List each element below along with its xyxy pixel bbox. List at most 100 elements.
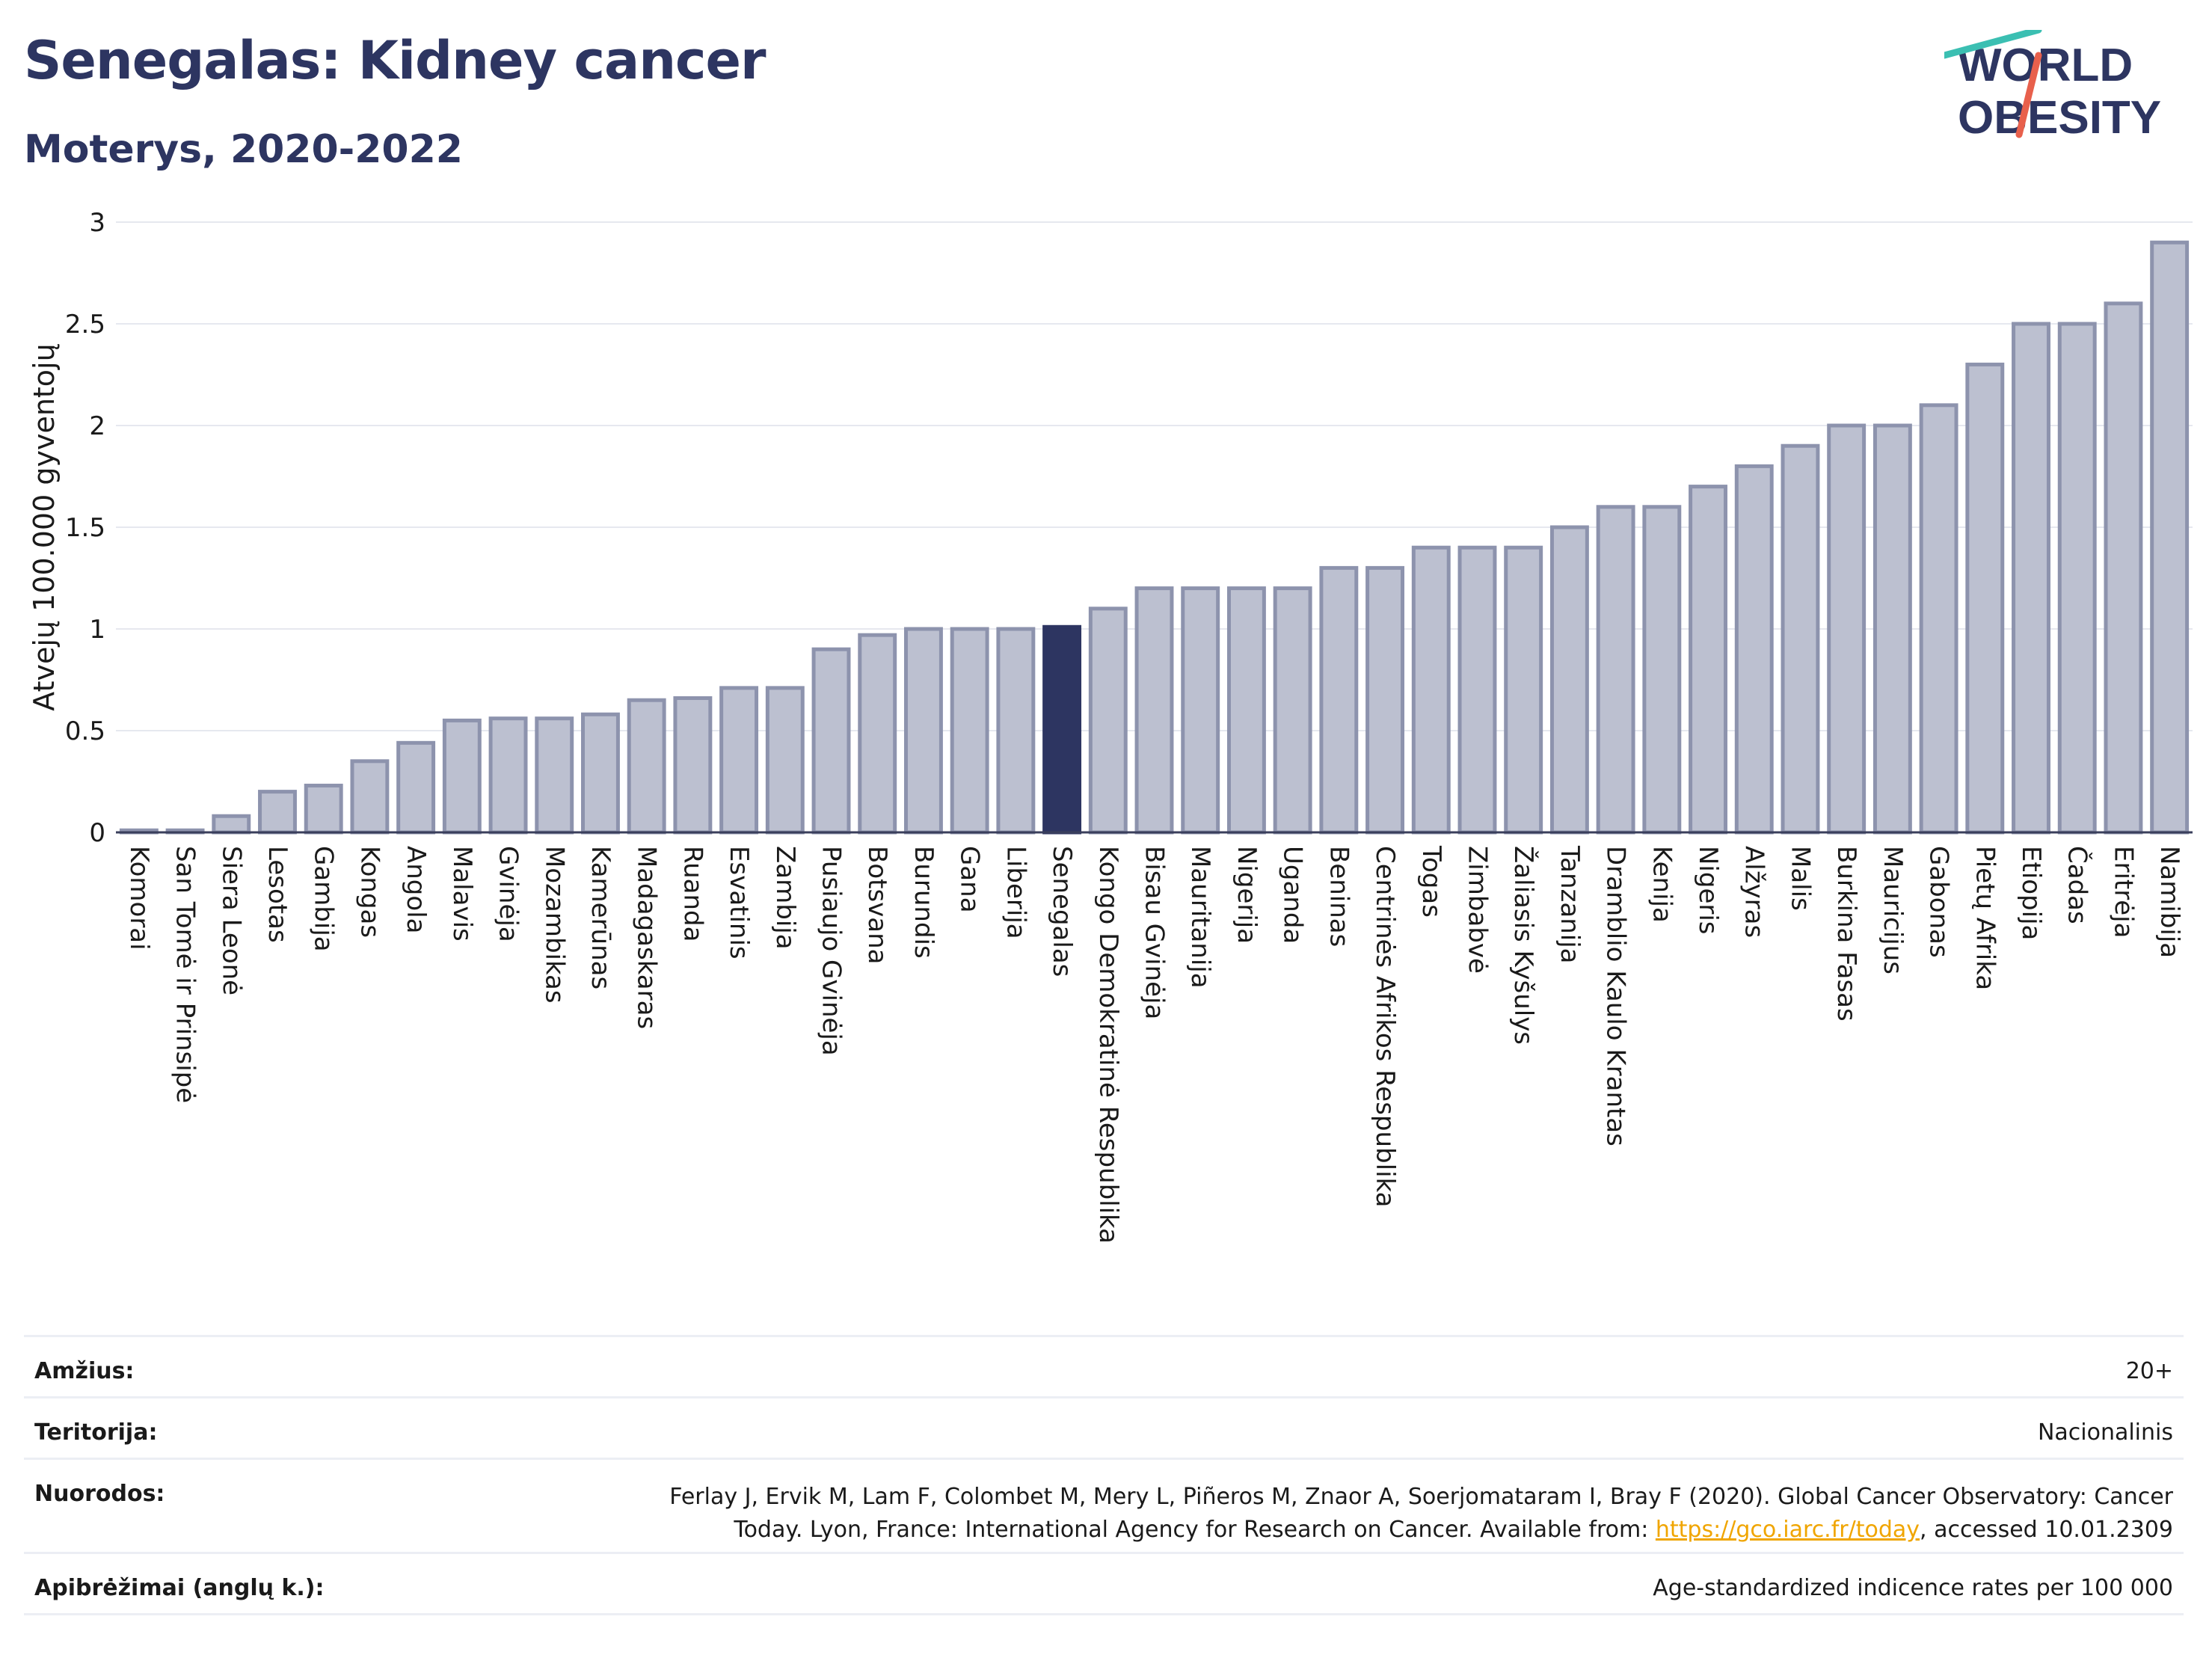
y-axis-label: Atvejų 100.000 gyventojų [28, 343, 61, 710]
bar [1181, 586, 1220, 835]
x-tick-label: Malis [1785, 846, 1815, 911]
x-tick-label: Eritrėja [2108, 846, 2138, 938]
bar [581, 712, 620, 835]
bar [488, 716, 528, 835]
y-tick-label: 2 [89, 411, 105, 441]
references-line2-post: , accessed 10.01.2309 [1920, 1517, 2173, 1543]
x-tick-label: Liberija [1001, 846, 1030, 939]
chart-subtitle: Moterys, 2020-2022 [24, 127, 463, 172]
bar [673, 696, 713, 835]
x-tick-label: Dramblio Kaulo Krantas [1601, 846, 1631, 1146]
references-label: Nuorodos: [34, 1481, 165, 1507]
bar [950, 627, 989, 835]
y-tick-label: 2.5 [65, 310, 105, 340]
y-tick-label: 1 [89, 615, 105, 645]
bar [1549, 525, 1589, 835]
x-tick-label: Lesotas [262, 846, 292, 943]
x-tick-label: Zambija [770, 846, 800, 950]
bar [811, 647, 851, 835]
bar [2150, 240, 2190, 835]
x-tick-label: Botsvana [862, 846, 892, 965]
meta-bottom-rule [24, 1613, 2184, 1615]
references-line1: Ferlay J, Ervik M, Lam F, Colombet M, Me… [669, 1484, 2173, 1510]
x-tick-label: Senegalas [1047, 846, 1077, 977]
x-tick-label: Gambija [309, 846, 339, 952]
x-tick-label: Togas [1416, 845, 1446, 918]
bar [1872, 423, 1912, 835]
x-tick-label: Čadas [2062, 846, 2093, 924]
bar [1042, 624, 1082, 835]
age-label: Amžius: [34, 1358, 135, 1384]
x-tick-label: Malavis [447, 846, 477, 942]
x-tick-label: Gabonas [1924, 846, 1954, 958]
x-tick-label: Madagaskaras [632, 846, 662, 1029]
logo-slash-teal [1944, 30, 2042, 59]
bar [2104, 301, 2143, 835]
references-value: Ferlay J, Ervik M, Lam F, Colombet M, Me… [669, 1481, 2173, 1547]
age-value: 20+ [2125, 1358, 2173, 1384]
y-tick-label: 3 [89, 208, 105, 238]
bar [1734, 464, 1774, 835]
meta-row-territory: Teritorija: Nacionalinis [24, 1396, 2184, 1460]
bar [1642, 505, 1682, 835]
bar [1596, 505, 1635, 835]
x-tick-label: Tanzanija [1555, 845, 1585, 963]
y-tick-label: 0 [89, 818, 105, 848]
x-tick-label: Ruanda [678, 846, 707, 942]
world-obesity-logo: WORLD OBESITY [1944, 30, 2161, 144]
bar [1504, 545, 1543, 835]
references-line2-pre: Today. Lyon, France: International Agenc… [734, 1517, 1656, 1543]
logo-line1: WORLD [1958, 40, 2133, 91]
bar [304, 783, 343, 835]
x-tick-label: Esvatinis [724, 846, 754, 959]
bar [719, 686, 759, 835]
logo-slash-red [2015, 52, 2042, 138]
bar [1134, 586, 1174, 835]
bar [1965, 362, 2005, 835]
bar [903, 627, 943, 835]
meta-row-age: Amžius: 20+ [24, 1335, 2184, 1398]
bar [258, 790, 297, 835]
bar [627, 698, 666, 835]
x-tick-label: Centrinės Afrikos Respublika [1370, 846, 1400, 1207]
x-tick-label: Gana [955, 846, 985, 913]
x-tick-label: Burkina Fasas [1831, 846, 1861, 1022]
x-tick-label: Kongas [354, 846, 384, 938]
bar [1226, 586, 1266, 835]
x-tick-label: Namibija [2154, 846, 2184, 958]
chart-title: Senegalas: Kidney cancer [24, 30, 766, 91]
bar [442, 718, 482, 835]
x-tick-label: Kenija [1647, 846, 1677, 923]
x-tick-label: Alžyras [1739, 846, 1769, 938]
x-tick-label: Burundis [909, 846, 938, 959]
x-tick-label: San Tomė ir Prinsipė [170, 846, 200, 1103]
bar [212, 814, 251, 835]
x-tick-label: Pusiaujo Gvinėja [817, 846, 847, 1056]
bar [1273, 586, 1312, 835]
bar [1365, 565, 1405, 835]
meta-row-definitions: Apibrėžimai (anglų k.): Age-standardized… [24, 1552, 2184, 1615]
x-tick-label: Uganda [1278, 846, 1308, 944]
references-line2: Today. Lyon, France: International Agenc… [669, 1514, 2173, 1547]
bar [535, 716, 574, 835]
x-tick-label: Kamerūnas [586, 846, 615, 989]
x-tick-label: Mauricijus [1878, 846, 1908, 974]
bar [1781, 443, 1820, 835]
bar [2057, 322, 2097, 835]
x-tick-label: Komorai [124, 846, 154, 951]
x-tick-label: Kongo Demokratinė Respublika [1093, 846, 1123, 1244]
definitions-label: Apibrėžimai (anglų k.): [34, 1575, 325, 1601]
x-tick-label: Pietų Afrika [1970, 846, 2000, 990]
bar [1457, 545, 1497, 835]
bar [765, 686, 805, 835]
territory-label: Teritorija: [34, 1419, 158, 1446]
x-tick-label: Nigeris [1693, 846, 1723, 935]
references-link[interactable]: https://gco.iarc.fr/today [1655, 1517, 1920, 1543]
meta-row-references: Nuorodos: Ferlay J, Ervik M, Lam F, Colo… [24, 1458, 2184, 1554]
bar [1827, 423, 1867, 835]
territory-value: Nacionalinis [2037, 1419, 2173, 1446]
x-tick-label: Bisau Gvinėja [1140, 846, 1170, 1019]
bar-chart: 0 0.5 1 1.5 2 2.5 3 Atvejų 100.000 gyventojų Kom… [28, 208, 2193, 1244]
x-tick-label: Mauritanija [1185, 846, 1215, 989]
x-tick-label: Siera Leonė [216, 846, 246, 995]
